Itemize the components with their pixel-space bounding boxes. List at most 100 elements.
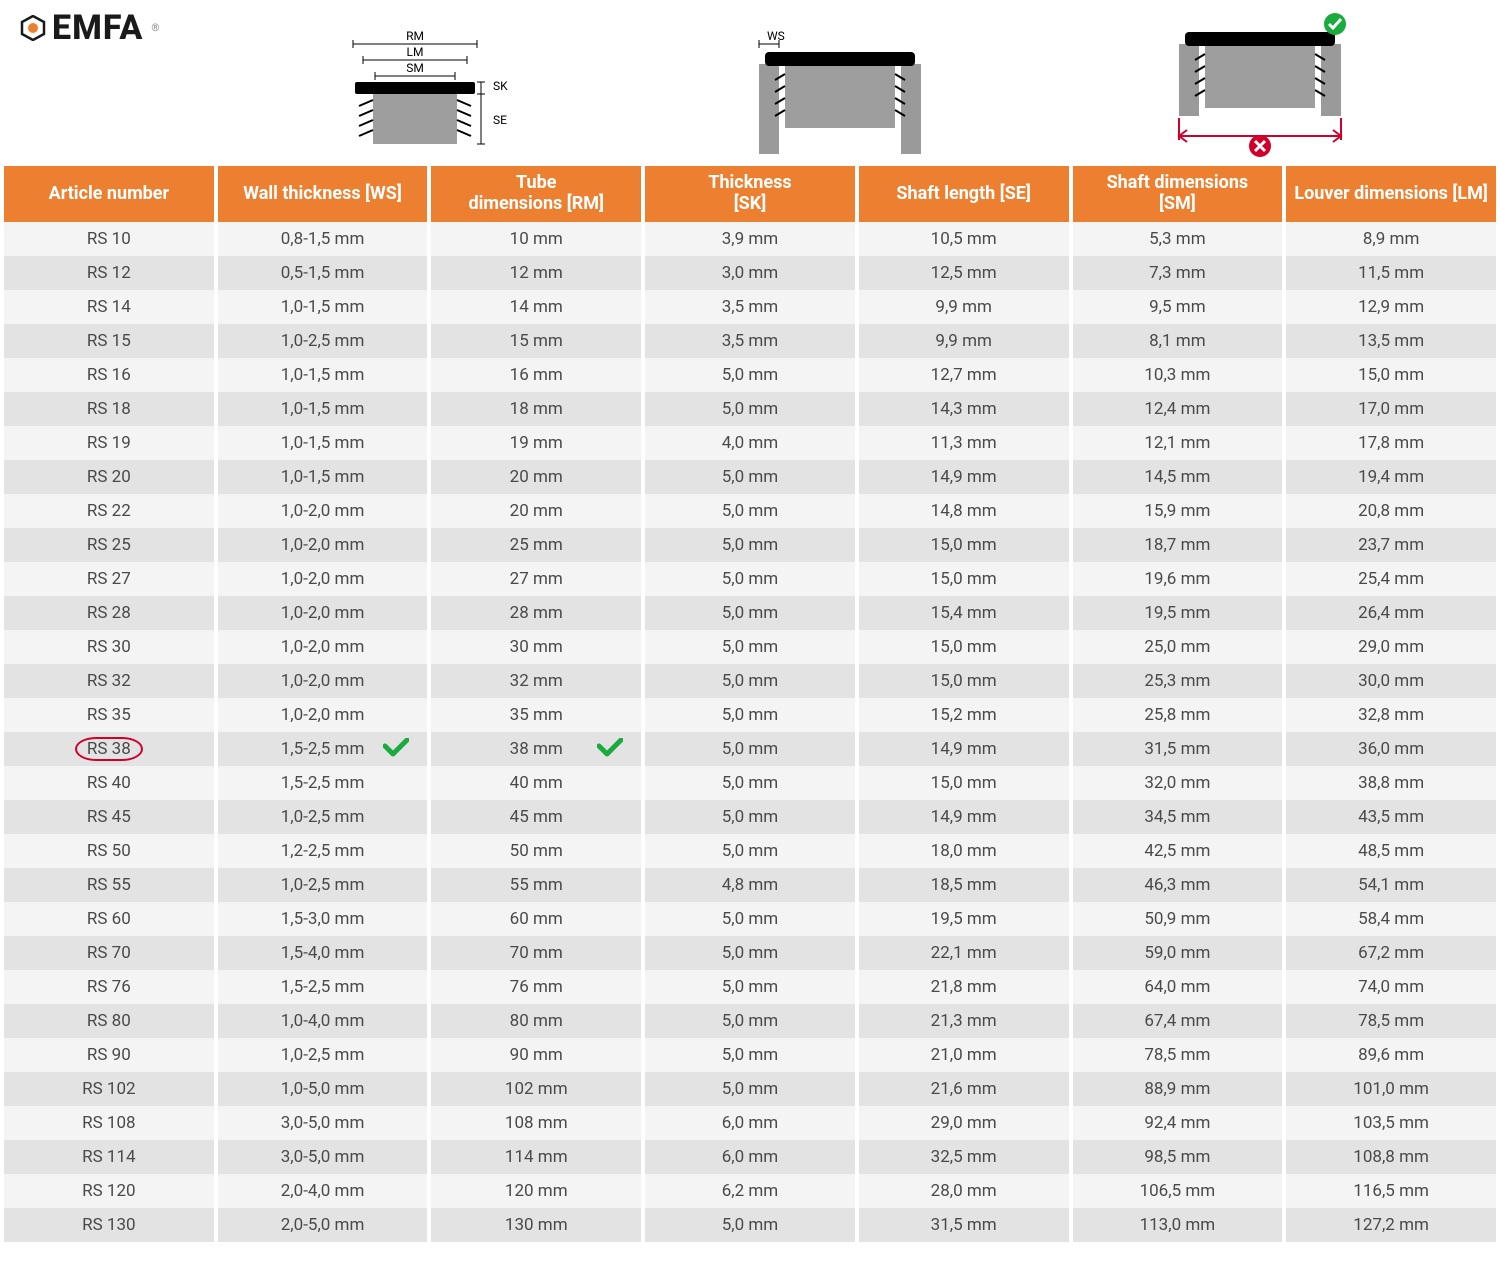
- table-cell: 67,4 mm: [1073, 1004, 1283, 1038]
- svg-text:SM: SM: [406, 61, 424, 75]
- table-cell: 15,0 mm: [859, 766, 1069, 800]
- table-row: RS 201,0-1,5 mm20 mm5,0 mm14,9 mm14,5 mm…: [4, 460, 1496, 494]
- table-cell: 27 mm: [431, 562, 641, 596]
- table-cell: RS 120: [4, 1174, 214, 1208]
- table-cell: 25,0 mm: [1073, 630, 1283, 664]
- table-cell: 46,3 mm: [1073, 868, 1283, 902]
- col-header: Shaft dimensions[SM]: [1073, 166, 1283, 222]
- table-cell: 21,8 mm: [859, 970, 1069, 1004]
- table-cell: 64,0 mm: [1073, 970, 1283, 1004]
- table-cell: 42,5 mm: [1073, 834, 1283, 868]
- table-cell: RS 30: [4, 630, 214, 664]
- table-row: RS 151,0-2,5 mm15 mm3,5 mm9,9 mm8,1 mm13…: [4, 324, 1496, 358]
- table-cell: 5,0 mm: [645, 392, 855, 426]
- table-cell: 5,0 mm: [645, 902, 855, 936]
- table-row: RS 321,0-2,0 mm32 mm5,0 mm15,0 mm25,3 mm…: [4, 664, 1496, 698]
- table-cell: 5,0 mm: [645, 936, 855, 970]
- table-cell: 90 mm: [431, 1038, 641, 1072]
- table-cell: 113,0 mm: [1073, 1208, 1283, 1242]
- table-cell: 11,5 mm: [1286, 256, 1496, 290]
- table-cell: 103,5 mm: [1286, 1106, 1496, 1140]
- table-cell: 5,0 mm: [645, 664, 855, 698]
- table-cell: 1,0-1,5 mm: [218, 290, 428, 324]
- table-row: RS 271,0-2,0 mm27 mm5,0 mm15,0 mm19,6 mm…: [4, 562, 1496, 596]
- table-cell: 15,0 mm: [1286, 358, 1496, 392]
- table-cell: 21,6 mm: [859, 1072, 1069, 1106]
- table-cell: 5,0 mm: [645, 698, 855, 732]
- table-cell: 116,5 mm: [1286, 1174, 1496, 1208]
- logo-icon: [20, 15, 46, 41]
- table-cell: 22,1 mm: [859, 936, 1069, 970]
- table-cell: 1,0-1,5 mm: [218, 392, 428, 426]
- table-cell: 1,5-4,0 mm: [218, 936, 428, 970]
- table-cell: 70 mm: [431, 936, 641, 970]
- table-cell: RS 76: [4, 970, 214, 1004]
- table-cell: 5,0 mm: [645, 970, 855, 1004]
- table-cell: 1,0-2,0 mm: [218, 494, 428, 528]
- table-cell: 8,1 mm: [1073, 324, 1283, 358]
- table-cell: RS 15: [4, 324, 214, 358]
- table-cell: 20,8 mm: [1286, 494, 1496, 528]
- table-cell: RS 38: [4, 732, 214, 766]
- table-cell: 106,5 mm: [1073, 1174, 1283, 1208]
- table-cell: 6,0 mm: [645, 1106, 855, 1140]
- table-cell: 32,8 mm: [1286, 698, 1496, 732]
- table-cell: 29,0 mm: [1286, 630, 1496, 664]
- table-row: RS 161,0-1,5 mm16 mm5,0 mm12,7 mm10,3 mm…: [4, 358, 1496, 392]
- table-cell: 1,0-1,5 mm: [218, 358, 428, 392]
- table-cell: 5,0 mm: [645, 766, 855, 800]
- table-cell: 5,0 mm: [645, 800, 855, 834]
- table-row: RS 1143,0-5,0 mm114 mm6,0 mm32,5 mm98,5 …: [4, 1140, 1496, 1174]
- table-cell: 1,5-2,5 mm: [218, 766, 428, 800]
- table-cell: 14,9 mm: [859, 800, 1069, 834]
- table-cell: 1,0-1,5 mm: [218, 426, 428, 460]
- table-cell: 14,5 mm: [1073, 460, 1283, 494]
- table-cell: 78,5 mm: [1073, 1038, 1283, 1072]
- table-row: RS 351,0-2,0 mm35 mm5,0 mm15,2 mm25,8 mm…: [4, 698, 1496, 732]
- table-cell: 9,9 mm: [859, 290, 1069, 324]
- table-cell: 18,5 mm: [859, 868, 1069, 902]
- logo-text: EMFA: [52, 8, 143, 48]
- table-cell: 48,5 mm: [1286, 834, 1496, 868]
- table-row: RS 301,0-2,0 mm30 mm5,0 mm15,0 mm25,0 mm…: [4, 630, 1496, 664]
- table-cell: 108,8 mm: [1286, 1140, 1496, 1174]
- table-row: RS 381,5-2,5 mm38 mm5,0 mm14,9 mm31,5 mm…: [4, 732, 1496, 766]
- table-cell: 21,0 mm: [859, 1038, 1069, 1072]
- table-cell: RS 14: [4, 290, 214, 324]
- table-cell: RS 19: [4, 426, 214, 460]
- table-row: RS 120,5-1,5 mm12 mm3,0 mm12,5 mm7,3 mm1…: [4, 256, 1496, 290]
- table-row: RS 451,0-2,5 mm45 mm5,0 mm14,9 mm34,5 mm…: [4, 800, 1496, 834]
- table-cell: 1,0-2,0 mm: [218, 664, 428, 698]
- table-cell: 19,5 mm: [859, 902, 1069, 936]
- table-cell: 78,5 mm: [1286, 1004, 1496, 1038]
- diagram-row: RM LM SM SK SE: [200, 8, 1480, 158]
- table-cell: RS 114: [4, 1140, 214, 1174]
- table-cell: 50 mm: [431, 834, 641, 868]
- table-row: RS 281,0-2,0 mm28 mm5,0 mm15,4 mm19,5 mm…: [4, 596, 1496, 630]
- table-cell: 1,0-2,0 mm: [218, 596, 428, 630]
- table-cell: RS 40: [4, 766, 214, 800]
- svg-text:RM: RM: [406, 29, 424, 43]
- check-icon: [597, 738, 623, 758]
- table-cell: 120 mm: [431, 1174, 641, 1208]
- table-cell: 23,7 mm: [1286, 528, 1496, 562]
- table-cell: 1,2-2,5 mm: [218, 834, 428, 868]
- table-cell: 32,5 mm: [859, 1140, 1069, 1174]
- table-cell: 60 mm: [431, 902, 641, 936]
- table-cell: RS 55: [4, 868, 214, 902]
- table-row: RS 401,5-2,5 mm40 mm5,0 mm15,0 mm32,0 mm…: [4, 766, 1496, 800]
- table-row: RS 251,0-2,0 mm25 mm5,0 mm15,0 mm18,7 mm…: [4, 528, 1496, 562]
- table-cell: RS 16: [4, 358, 214, 392]
- table-cell: 5,0 mm: [645, 562, 855, 596]
- table-cell: 32,0 mm: [1073, 766, 1283, 800]
- table-cell: 12,9 mm: [1286, 290, 1496, 324]
- table-cell: 59,0 mm: [1073, 936, 1283, 970]
- table-cell: 5,0 mm: [645, 494, 855, 528]
- table-cell: 14,9 mm: [859, 732, 1069, 766]
- table-cell: 3,5 mm: [645, 324, 855, 358]
- table-cell: 18,0 mm: [859, 834, 1069, 868]
- table-cell: 7,3 mm: [1073, 256, 1283, 290]
- table-cell: 20 mm: [431, 494, 641, 528]
- table-cell: 38 mm: [431, 732, 641, 766]
- table-cell: 4,0 mm: [645, 426, 855, 460]
